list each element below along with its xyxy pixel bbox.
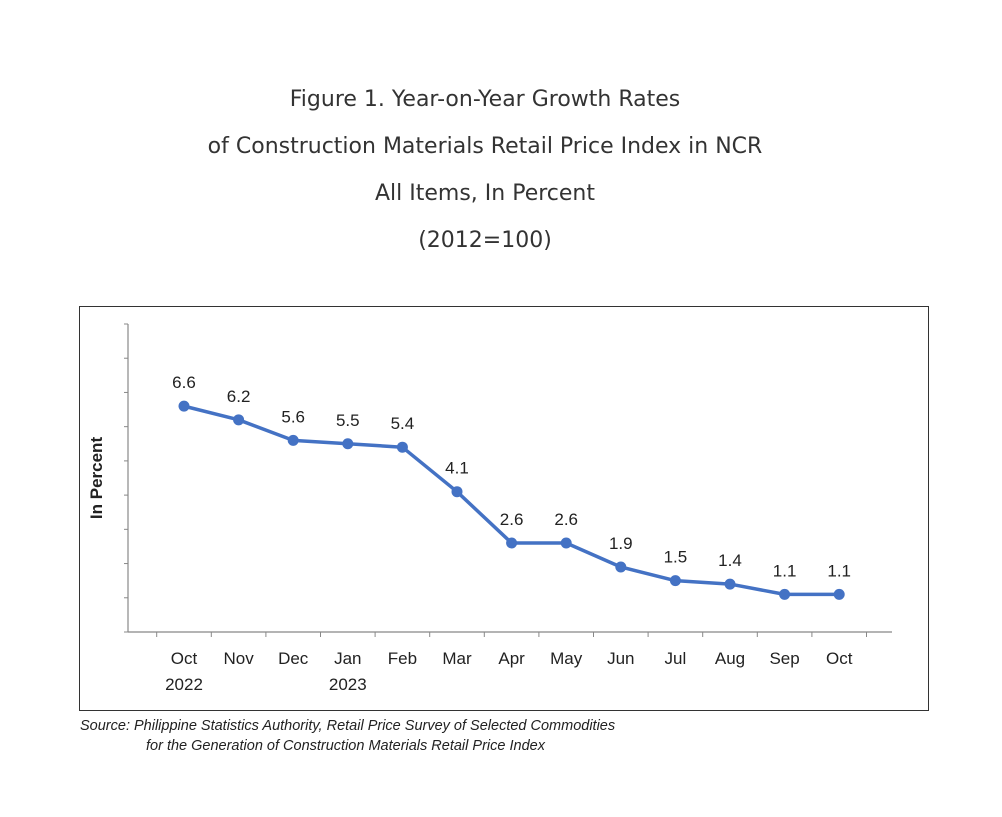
data-point <box>287 434 299 446</box>
data-point <box>506 537 518 549</box>
data-label: 1.1 <box>773 561 797 580</box>
data-label: 5.5 <box>336 411 360 430</box>
data-label: 1.5 <box>664 548 688 567</box>
data-label: 4.1 <box>445 459 469 478</box>
source-line-1: Source: Philippine Statistics Authority,… <box>80 718 616 734</box>
source-note: Source: Philippine Statistics Authority,… <box>80 716 615 756</box>
x-tick-label: Feb <box>388 649 417 668</box>
y-axis-label: In Percent <box>87 437 106 520</box>
data-label: 2.6 <box>500 510 524 529</box>
data-label: 2.6 <box>554 510 578 529</box>
chart-frame: In Percent 6.6 Oct 2022 6.2 Nov 5.6 Dec 5.5 Jan 20… <box>79 306 929 711</box>
x-tick-label: Oct <box>171 649 198 668</box>
title-line-4: (2012=100) <box>418 228 552 253</box>
x-tick-sublabel: 2023 <box>329 675 367 694</box>
data-point <box>451 486 463 498</box>
data-point <box>396 441 408 453</box>
x-tick-label: Jan <box>334 649 361 668</box>
source-line-2: for the Generation of Construction Mater… <box>146 738 545 754</box>
x-tick-label: Dec <box>278 649 309 668</box>
data-point <box>779 588 791 600</box>
data-point <box>560 537 572 549</box>
x-tick-label: Sep <box>769 649 799 668</box>
data-label: 1.1 <box>827 561 851 580</box>
x-tick-label: Aug <box>715 649 745 668</box>
chart-title: Figure 1. Year-on-Year Growth Rates of C… <box>0 76 970 264</box>
title-line-1: Figure 1. Year-on-Year Growth Rates <box>289 87 681 112</box>
data-point <box>342 438 354 450</box>
data-label: 1.9 <box>609 534 633 553</box>
title-line-3: All Items, In Percent <box>375 181 595 206</box>
data-label: 5.6 <box>281 407 305 426</box>
data-point <box>724 578 736 590</box>
data-point <box>833 588 845 600</box>
data-label: 1.4 <box>718 551 742 570</box>
data-point <box>233 414 245 426</box>
x-tick-label: Jun <box>607 649 634 668</box>
x-tick-label: Jul <box>665 649 687 668</box>
data-label: 6.6 <box>172 373 196 392</box>
x-tick-label: May <box>550 649 583 668</box>
title-line-2: of Construction Materials Retail Price I… <box>207 134 763 159</box>
x-tick-label: Mar <box>442 649 472 668</box>
data-point <box>669 575 681 587</box>
data-point <box>178 400 190 412</box>
x-tick-label: Nov <box>223 649 254 668</box>
data-point <box>615 561 627 573</box>
x-tick-label: Apr <box>498 649 525 668</box>
x-tick-sublabel: 2022 <box>165 675 203 694</box>
line-chart: In Percent 6.6 Oct 2022 6.2 Nov 5.6 Dec 5.5 Jan 20… <box>87 323 892 694</box>
x-tick-label: Oct <box>826 649 853 668</box>
data-label: 5.4 <box>391 414 415 433</box>
data-label: 6.2 <box>227 387 251 406</box>
